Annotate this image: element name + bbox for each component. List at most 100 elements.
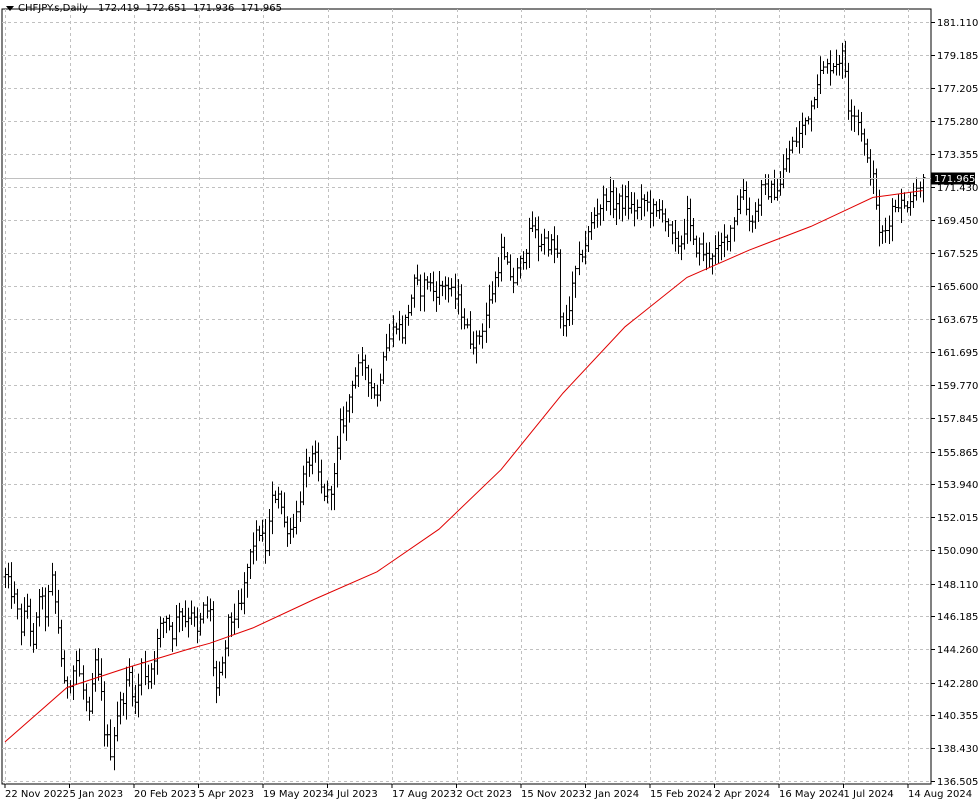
ohlc-bar: [360, 346, 365, 376]
ohlc-bar: [378, 373, 383, 402]
x-tick-label: 17 Aug 2023: [392, 789, 456, 800]
ohlc-bar: [626, 180, 631, 220]
ohlc-bar: [465, 318, 470, 329]
ohlc-bar: [267, 508, 272, 556]
y-tick-label: 140.355: [937, 711, 978, 722]
ohlc-bar: [53, 571, 58, 614]
ohlc-bar: [77, 648, 82, 677]
ohlc-bar: [750, 215, 755, 233]
ohlc-bar: [245, 563, 250, 598]
y-tick-label: 144.260: [937, 645, 978, 656]
ohlc-bar: [335, 435, 340, 488]
x-tick-label: 19 May 2023: [263, 789, 328, 800]
ohlc-bar: [570, 271, 575, 325]
ohlc-bar: [294, 500, 299, 535]
y-tick-label: 169.450: [937, 216, 978, 227]
ohlc-bar: [496, 257, 501, 288]
ohlc-bar: [93, 648, 98, 692]
ohlc-bar: [183, 600, 188, 628]
ohlc-bar: [567, 296, 572, 326]
ohlc-bar: [759, 179, 764, 216]
ohlc-bar: [893, 199, 898, 213]
ohlc-bar: [666, 218, 671, 237]
ohlc-bar: [515, 258, 520, 286]
ohlc-bar: [620, 184, 625, 222]
ohlc-bar: [279, 490, 284, 515]
ohlc-bar: [251, 532, 256, 565]
ohlc-bar: [449, 278, 454, 297]
y-tick-label: 152.015: [937, 513, 978, 524]
ohlc-bar: [781, 154, 786, 189]
ohlc-bar: [391, 315, 396, 348]
ohlc-bar: [747, 197, 752, 232]
x-tick-label: 4 Jul 2023: [328, 789, 378, 800]
ohlc-bar: [806, 116, 811, 125]
current-price-label-bg: [931, 172, 975, 185]
ohlc-bar: [797, 121, 802, 154]
ohlc-bar: [40, 587, 45, 610]
ohlc-bar: [112, 726, 117, 771]
ohlc-bar: [121, 692, 126, 716]
ohlc-bar: [617, 193, 622, 220]
ohlc-bar: [9, 562, 14, 609]
ohlc-bar: [815, 74, 820, 108]
ohlc-bar: [577, 241, 582, 276]
ohlc-bar: [422, 272, 427, 312]
ohlc-bar: [276, 486, 281, 509]
x-tick-label: 5 Apr 2023: [199, 789, 254, 800]
grid: [2, 9, 931, 784]
ohlc-bar: [849, 99, 854, 131]
ohlc-bar: [143, 650, 148, 686]
ohlc-bar: [195, 607, 200, 644]
ohlc-bar: [158, 616, 163, 648]
ohlc-bar: [62, 650, 67, 684]
ohlc-bar: [301, 465, 306, 506]
ohlc-bar: [462, 308, 467, 330]
dropdown-triangle-icon[interactable]: [6, 5, 14, 11]
current-price-label-text: 171.965: [934, 174, 975, 185]
ohlc-bar: [115, 701, 120, 742]
ohlc-bar: [629, 192, 634, 214]
ohlc-bar: [775, 179, 780, 201]
ohlc-bar: [487, 284, 492, 329]
x-tick-label: 5 Jan 2023: [70, 789, 124, 800]
x-axis: 22 Nov 2022 5 Jan 2023 20 Feb 2023 5 Apr 20…: [4, 784, 972, 800]
ohlc-bar: [772, 169, 777, 201]
ohlc-bar: [440, 280, 445, 297]
ohlc-bar: [555, 235, 560, 258]
ohlc-bar: [865, 138, 870, 163]
ohlc-bar: [428, 272, 433, 292]
ohlc-bar: [329, 485, 334, 511]
y-tick-label: 161.695: [937, 348, 978, 359]
y-tick-label: 171.430: [937, 183, 978, 194]
ohlc-bar: [397, 310, 402, 341]
ohlc-bar: [130, 666, 135, 707]
ohlc-bar: [787, 140, 792, 173]
ohlc-bar: [825, 58, 830, 74]
ohlc-bar: [108, 719, 113, 761]
ohlc-bar: [601, 185, 606, 221]
ohlc-bar: [257, 525, 262, 542]
ohlc-bar: [914, 177, 919, 201]
ohlc-bar: [434, 281, 439, 312]
ohlc-bar: [316, 442, 321, 482]
ohlc-bar: [84, 683, 89, 712]
ohlc-bar: [34, 612, 39, 650]
ohlc-bar: [753, 202, 758, 229]
ohlc-bar: [716, 231, 721, 264]
ohlc-bar: [530, 211, 535, 232]
ohlc-bar: [59, 619, 64, 667]
ohlc-bar: [536, 216, 541, 262]
ohlc-bar: [170, 621, 175, 652]
x-tick-label: 20 Feb 2023: [134, 789, 196, 800]
ohlc-bar: [468, 311, 473, 349]
ohlc-bar: [580, 249, 585, 263]
ohlc-bar: [406, 304, 411, 326]
open-value: 172.419: [97, 3, 140, 14]
x-tick-label: 2 Oct 2023: [457, 789, 512, 800]
ohlc-bar: [862, 128, 867, 156]
ohlc-bar: [313, 440, 318, 463]
ohlc-bar: [394, 322, 399, 335]
